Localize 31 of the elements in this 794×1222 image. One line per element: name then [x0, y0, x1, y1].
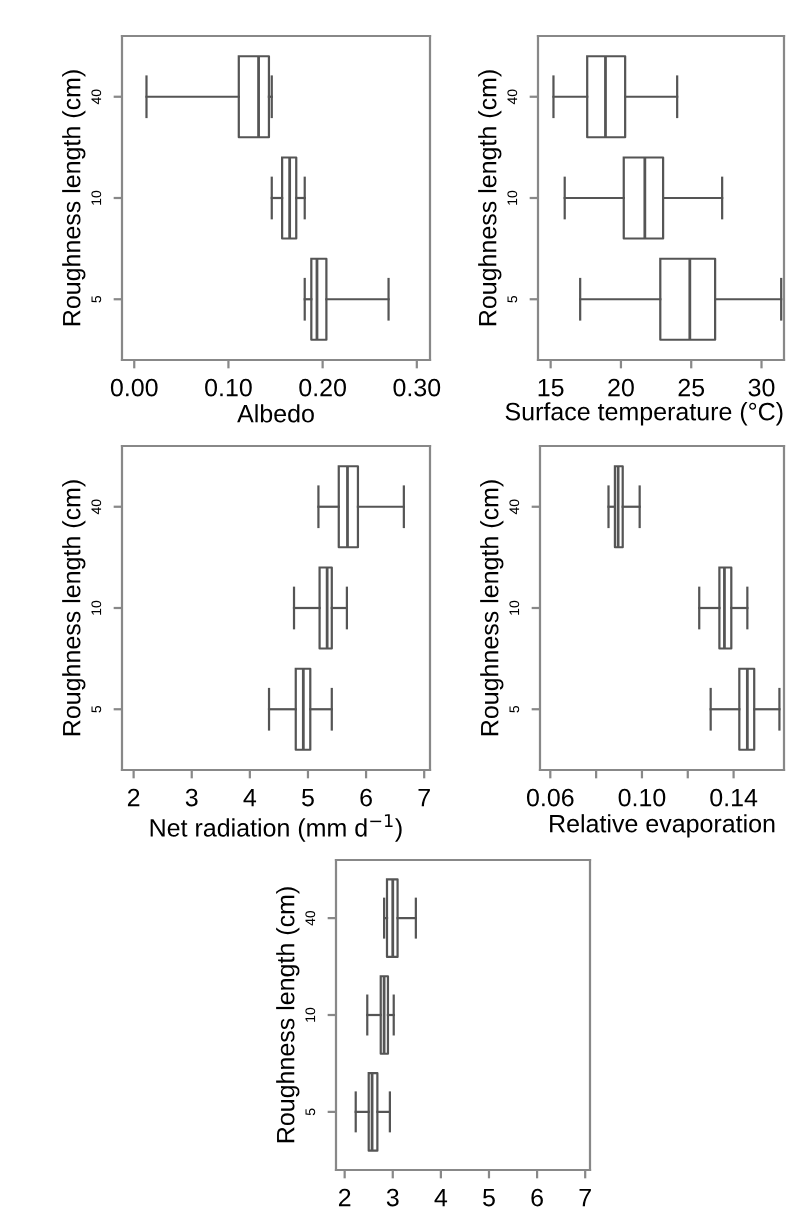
- x-tick-label: 15: [538, 378, 564, 397]
- x-tick-label: 6: [360, 788, 372, 807]
- x-tick-label: 4: [434, 1188, 448, 1207]
- x-tick-label: 20: [608, 378, 634, 397]
- x-axis-title: Net radiation (mm d$^{−1}$): [150, 814, 402, 842]
- x-tick-label: 0.20: [299, 378, 346, 397]
- y-axis-title: Roughness length (cm): [480, 480, 504, 736]
- x-tick-label: 2: [338, 1188, 351, 1207]
- x-tick-label: 4: [243, 788, 257, 807]
- x-axis-title: Albedo: [237, 404, 314, 423]
- x-axis-title: Relative evaporation: [550, 814, 775, 838]
- x-tick-label: 7: [418, 788, 430, 807]
- x-tick-label: 0.06: [526, 788, 574, 807]
- x-tick-label: 0.10: [205, 378, 252, 397]
- x-tick-label: 5: [483, 1188, 495, 1207]
- x-tick-label: 3: [386, 1188, 399, 1207]
- x-axis-title: Surface temperature (°C): [505, 402, 783, 426]
- x-tick-label: 0.10: [618, 788, 666, 807]
- y-axis-title: Roughness length (cm): [62, 70, 86, 326]
- x-tick-label: 30: [748, 378, 775, 397]
- x-tick-label: 6: [531, 1188, 543, 1207]
- x-tick-label: 25: [678, 378, 705, 397]
- y-axis-title: Roughness length (cm): [478, 70, 502, 326]
- x-tick-label: 2: [127, 788, 140, 807]
- x-tick-label: 0.30: [393, 378, 441, 397]
- x-tick-label: 3: [185, 788, 198, 807]
- x-tick-label: 7: [579, 1188, 591, 1207]
- x-tick-label: 0.14: [710, 788, 758, 807]
- x-tick-label: 0.00: [110, 378, 158, 397]
- y-axis-title: Roughness length (cm): [276, 887, 300, 1143]
- y-axis-title: Roughness length (cm): [62, 480, 86, 736]
